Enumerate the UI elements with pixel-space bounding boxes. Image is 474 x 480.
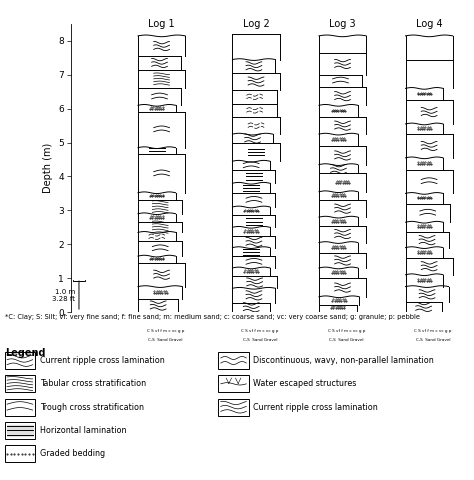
Text: Graded bedding: Graded bedding xyxy=(39,449,105,458)
Text: Current ripple cross lamination: Current ripple cross lamination xyxy=(39,356,164,365)
Text: C,S  Sand Gravel: C,S Sand Gravel xyxy=(243,338,277,342)
Bar xyxy=(219,399,248,416)
Text: Water escaped structures: Water escaped structures xyxy=(253,379,356,388)
Text: C S vf f m c vc g p: C S vf f m c vc g p xyxy=(241,329,279,333)
Text: Log 1: Log 1 xyxy=(148,19,175,29)
Text: C,S  Sand Gravel: C,S Sand Gravel xyxy=(329,338,364,342)
Bar xyxy=(5,375,35,392)
Text: C,S  Sand Gravel: C,S Sand Gravel xyxy=(416,338,450,342)
Text: Log 2: Log 2 xyxy=(243,19,269,29)
Text: 1.0 m
3.28 ft: 1.0 m 3.28 ft xyxy=(52,288,75,301)
Text: C,S  Sand Gravel: C,S Sand Gravel xyxy=(148,338,183,342)
Text: Trough cross stratification: Trough cross stratification xyxy=(39,403,144,412)
Text: Legend: Legend xyxy=(5,348,45,358)
Text: C S vf f m c vc g p: C S vf f m c vc g p xyxy=(328,329,365,333)
Text: Horizontal lamination: Horizontal lamination xyxy=(39,426,126,435)
Bar xyxy=(219,375,248,392)
Text: C S vf f m c vc g p: C S vf f m c vc g p xyxy=(414,329,452,333)
Text: Discontinuous, wavy, non-parallel lamination: Discontinuous, wavy, non-parallel lamina… xyxy=(253,356,434,365)
Text: Log 3: Log 3 xyxy=(329,19,356,29)
Bar xyxy=(5,422,35,439)
Bar xyxy=(5,399,35,416)
Bar xyxy=(5,445,35,462)
Text: Tabular cross stratification: Tabular cross stratification xyxy=(39,379,146,388)
Text: Current ripple cross lamination: Current ripple cross lamination xyxy=(253,403,378,412)
Bar xyxy=(5,352,35,369)
Text: Log 4: Log 4 xyxy=(416,19,442,29)
Y-axis label: Depth (m): Depth (m) xyxy=(43,143,53,193)
Text: *C: Clay; S: Silt; vf: very fine sand; f: fine sand; m: medium sand; c: coarse s: *C: Clay; S: Silt; vf: very fine sand; f… xyxy=(5,314,420,321)
Bar xyxy=(219,352,248,369)
Text: C S vf f m c vc g p: C S vf f m c vc g p xyxy=(147,329,184,333)
